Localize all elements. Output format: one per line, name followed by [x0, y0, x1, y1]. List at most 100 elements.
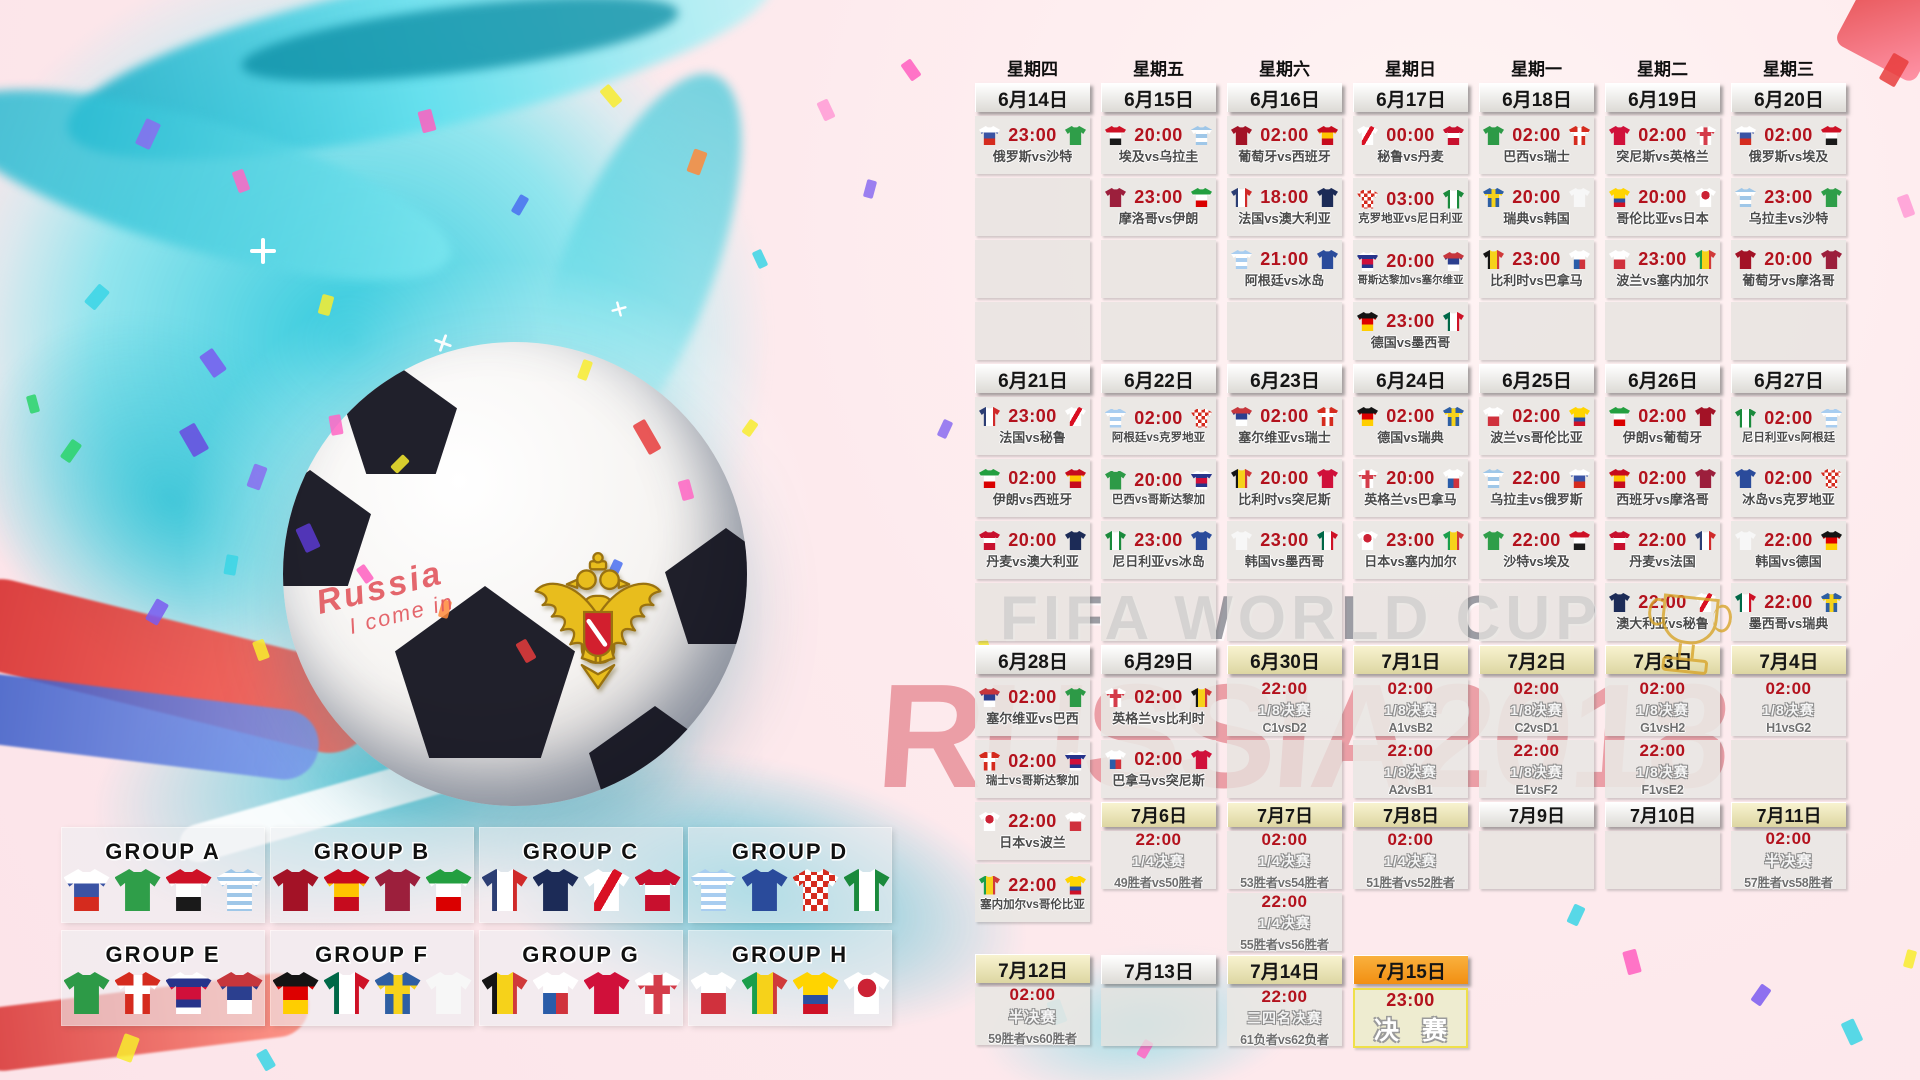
match-name: 法国vs澳大利亚: [1238, 211, 1331, 226]
jersey-阿根廷-icon: [1231, 250, 1252, 269]
group-title: GROUP F: [315, 942, 429, 967]
date-header: 7月14日: [1227, 955, 1342, 984]
group-panel: GROUP E: [62, 931, 264, 1025]
match-cell: 02:00 巴西vs瑞士: [1479, 116, 1594, 174]
jersey-俄罗斯-icon: [979, 126, 1000, 145]
weekday-label: 星期三: [1763, 60, 1814, 79]
jersey-突尼斯-icon: [1609, 126, 1630, 145]
match-time: 02:00: [1764, 468, 1813, 488]
match-cell: 02:00 德国vs瑞典: [1353, 397, 1468, 455]
match-cell: 22:00 日本vs波兰: [975, 802, 1090, 860]
jersey-比利时-icon: [481, 972, 528, 1014]
match-name: 突尼斯vs英格兰: [1616, 149, 1709, 164]
group-panel: GROUP H: [689, 931, 891, 1025]
match-name: 哥斯达黎加vs塞尔维亚: [1357, 274, 1464, 286]
round-name: 1/4决赛: [1258, 852, 1311, 869]
jersey-西班牙-icon: [323, 869, 370, 911]
empty-cell: [1227, 740, 1342, 798]
jersey-哥伦比亚-icon: [1609, 188, 1630, 207]
match-name: 巴西vs瑞士: [1503, 149, 1570, 164]
match-time: 02:00: [1008, 468, 1057, 488]
jersey-俄罗斯-icon: [1568, 469, 1590, 488]
jersey-哥斯达黎加-icon: [165, 972, 212, 1014]
round-name: 1/8决赛: [1636, 702, 1689, 718]
match-time: 02:00: [1387, 829, 1434, 849]
match-name: 德国vs墨西哥: [1370, 335, 1451, 350]
match-cell: 23:00 摩洛哥vs伊朗: [1101, 178, 1216, 236]
jersey-阿根廷-icon: [1105, 408, 1126, 428]
match-name: 伊朗vs葡萄牙: [1622, 430, 1703, 445]
jersey-冰岛-icon: [1190, 531, 1212, 550]
jersey-冰岛-icon: [1316, 250, 1338, 269]
jersey-阿根廷-icon: [690, 869, 737, 911]
jersey-瑞士-icon: [979, 751, 1000, 771]
date-header: 6月22日: [1101, 364, 1216, 393]
match-cell: 02:00 塞尔维亚vs瑞士: [1227, 397, 1342, 455]
empty-cell: [975, 178, 1090, 236]
group-title: GROUP H: [731, 942, 849, 967]
jersey-秘鲁-icon: [583, 869, 630, 911]
jersey-哥斯达黎加-icon: [1064, 751, 1086, 771]
date-header: 7月1日: [1353, 645, 1468, 674]
round-name: 1/8决赛: [1384, 764, 1437, 780]
match-cell: 20:00 哥伦比亚vs日本: [1605, 178, 1720, 236]
group-panel: GROUP C: [480, 828, 682, 922]
date-header: 6月14日: [975, 83, 1090, 112]
date-header: 6月28日: [975, 645, 1090, 674]
match-name: 英格兰vs巴拿马: [1364, 492, 1457, 507]
jersey-埃及-icon: [1820, 126, 1842, 145]
match-name: 德国vs瑞典: [1377, 430, 1444, 445]
jersey-伊朗-icon: [425, 869, 472, 911]
jersey-俄罗斯-icon: [1735, 126, 1756, 145]
match-time: 20:00: [1764, 249, 1813, 269]
jersey-韩国-icon: [1568, 188, 1590, 207]
empty-cell: [975, 240, 1090, 298]
jersey-法国-icon: [1231, 188, 1252, 207]
jersey-瑞士-icon: [1316, 407, 1338, 426]
jersey-丹麦-icon: [979, 531, 1000, 550]
empty-cell: [1353, 583, 1468, 641]
round-name: 1/4决赛: [1384, 852, 1437, 869]
match-cell: 02:00 突尼斯vs英格兰: [1605, 116, 1720, 174]
jersey-巴西-icon: [1105, 470, 1126, 490]
schedule-column: 星期四 6月14日 23:00 俄罗斯vs沙特 6月21日 23:00 法国vs秘鲁 02:0…: [975, 55, 1090, 1052]
jersey-伊朗-icon: [1609, 407, 1630, 426]
match-cell: 20:00 英格兰vs巴拿马: [1353, 459, 1468, 517]
group-title: GROUP E: [105, 942, 221, 967]
empty-cell: [1101, 583, 1216, 641]
round-name: 1/8决赛: [1258, 702, 1311, 718]
pairing-text: 61负者vs62负者: [1240, 1032, 1329, 1047]
empty-cell: [1227, 583, 1342, 641]
date-header: 6月16日: [1227, 83, 1342, 112]
match-time: 20:00: [1638, 187, 1687, 207]
jersey-澳大利亚-icon: [1316, 188, 1338, 207]
jersey-英格兰-icon: [1694, 126, 1716, 145]
knockout-cell: 22:00 1/4决赛 49胜者vs50胜者: [1101, 830, 1216, 890]
match-name: 尼日利亚vs阿根廷: [1741, 431, 1836, 444]
match-cell: 20:00 比利时vs突尼斯: [1227, 459, 1342, 517]
jersey-哥伦比亚-icon: [1064, 875, 1086, 895]
jersey-塞内加尔-icon: [979, 875, 1000, 895]
empty-cell: [1731, 740, 1846, 798]
jersey-冰岛-icon: [1735, 469, 1756, 488]
jersey-俄罗斯-icon: [63, 869, 110, 911]
match-time: 20:00: [1260, 468, 1309, 488]
knockout-cell: 22:00 1/8决赛 C1vsD2: [1227, 678, 1342, 736]
match-cell: 02:00 冰岛vs克罗地亚: [1731, 459, 1846, 517]
jersey-波兰-icon: [690, 972, 737, 1014]
match-time: 02:00: [1764, 407, 1813, 428]
match-time: 02:00: [1008, 750, 1057, 771]
round-name: 1/8决赛: [1636, 764, 1689, 780]
jersey-波兰-icon: [1483, 407, 1504, 426]
empty-cell: [1731, 302, 1846, 360]
jersey-德国-icon: [1820, 531, 1842, 550]
match-name: 秘鲁vs丹麦: [1377, 149, 1444, 164]
jersey-瑞典-icon: [1820, 593, 1842, 612]
knockout-cell: 02:00 1/8决赛 A1vsB2: [1353, 678, 1468, 736]
match-name: 波兰vs塞内加尔: [1616, 273, 1709, 288]
jersey-尼日利亚-icon: [1735, 408, 1756, 428]
jersey-塞尔维亚-icon: [1442, 252, 1464, 271]
jersey-瑞士-icon: [114, 972, 161, 1014]
match-name: 比利时vs巴拿马: [1490, 273, 1583, 288]
jersey-沙特-icon: [1820, 188, 1842, 207]
